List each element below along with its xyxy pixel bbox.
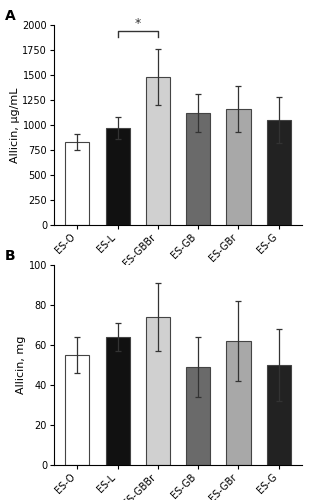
Bar (65, 142, 89, 225)
Bar (146, 77, 170, 225)
Bar (226, 109, 251, 225)
Y-axis label: Allicin, mg: Allicin, mg (16, 336, 26, 394)
Bar (186, 367, 210, 465)
Bar (226, 341, 251, 465)
Bar (65, 355, 89, 465)
Text: A: A (4, 9, 15, 23)
Bar (267, 365, 291, 465)
Y-axis label: Allicin, µg/mL: Allicin, µg/mL (10, 87, 20, 163)
Text: B: B (4, 249, 15, 263)
Bar (146, 317, 170, 465)
Bar (106, 337, 130, 465)
Bar (186, 113, 210, 225)
Text: *: * (135, 17, 141, 30)
Bar (267, 120, 291, 225)
Bar (106, 128, 130, 225)
